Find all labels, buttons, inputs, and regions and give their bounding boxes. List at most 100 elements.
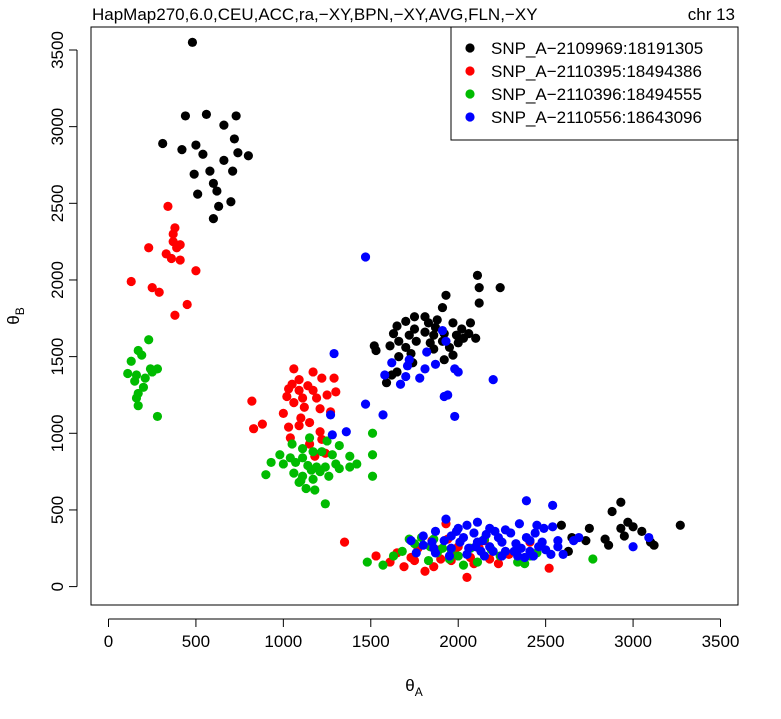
- data-point-series-1: [231, 111, 241, 121]
- data-point-series-4: [430, 548, 441, 558]
- data-point-series-1: [474, 283, 484, 293]
- data-point-series-1: [189, 169, 199, 179]
- data-point-series-3: [378, 560, 388, 570]
- data-point-series-3: [140, 373, 150, 383]
- data-point-series-3: [290, 457, 301, 468]
- data-point-series-2: [163, 201, 173, 211]
- data-point-series-1: [401, 342, 411, 353]
- data-point-series-1: [187, 37, 198, 47]
- data-point-series-1: [429, 330, 439, 340]
- legend-marker: [465, 43, 475, 53]
- data-point-series-3: [131, 393, 142, 403]
- data-point-series-3: [289, 468, 299, 478]
- data-point-series-3: [266, 457, 276, 468]
- x-axis-label-symbol: θ: [405, 676, 414, 695]
- data-point-series-2: [331, 387, 341, 397]
- data-point-series-1: [212, 186, 222, 196]
- data-point-series-2: [294, 385, 304, 395]
- data-point-series-3: [322, 436, 332, 446]
- data-point-series-2: [144, 243, 154, 253]
- data-point-series-3: [130, 376, 140, 386]
- y-tick-label: 1500: [48, 338, 67, 376]
- data-point-series-1: [623, 517, 633, 527]
- data-point-series-1: [409, 312, 420, 322]
- data-point-series-4: [422, 347, 432, 357]
- data-point-series-3: [315, 467, 325, 477]
- x-axis-label: θA: [405, 676, 422, 699]
- data-point-series-3: [362, 557, 372, 567]
- data-point-series-2: [311, 393, 322, 403]
- legend-entry: SNP_A−2109969:18191305: [491, 39, 703, 58]
- data-point-series-3: [437, 543, 448, 553]
- data-point-series-3: [397, 546, 407, 556]
- data-point-series-2: [429, 562, 439, 572]
- data-point-series-3: [294, 477, 304, 487]
- data-point-series-2: [296, 413, 306, 423]
- data-point-series-4: [497, 537, 507, 547]
- y-tick-label: 2000: [48, 261, 67, 299]
- data-point-series-4: [395, 379, 406, 389]
- data-point-series-3: [472, 557, 483, 567]
- data-point-series-3: [334, 463, 344, 474]
- legend-marker: [465, 89, 475, 99]
- data-point-series-3: [133, 401, 143, 411]
- data-point-series-4: [441, 336, 451, 346]
- data-point-series-1: [457, 324, 467, 334]
- data-point-series-4: [525, 536, 535, 546]
- data-point-series-3: [144, 335, 154, 345]
- data-point-series-1: [637, 526, 647, 537]
- data-point-series-1: [243, 151, 253, 161]
- data-point-series-3: [308, 474, 318, 484]
- y-axis: 0 500 1000 1500 2000 2500 3000 3500: [48, 31, 78, 591]
- data-point-series-2: [399, 562, 409, 572]
- data-point-series-1: [208, 178, 219, 188]
- data-point-series-3: [458, 560, 469, 570]
- data-point-series-1: [411, 336, 421, 346]
- data-point-series-1: [385, 341, 395, 351]
- y-tick-label: 2500: [48, 184, 67, 222]
- data-point-series-4: [450, 411, 460, 422]
- data-point-series-3: [152, 411, 163, 422]
- data-point-series-4: [469, 528, 479, 538]
- data-point-series-4: [509, 546, 519, 556]
- data-point-series-1: [392, 321, 402, 331]
- data-point-series-4: [628, 542, 638, 552]
- data-point-series-3: [453, 551, 463, 561]
- data-point-series-1: [193, 189, 203, 199]
- data-point-series-3: [352, 459, 362, 469]
- data-point-series-1: [649, 540, 659, 550]
- data-point-series-1: [604, 540, 614, 550]
- data-point-series-3: [138, 382, 149, 392]
- data-point-series-2: [371, 551, 381, 561]
- data-point-series-1: [472, 270, 483, 280]
- data-point-series-1: [423, 318, 434, 328]
- data-point-series-2: [154, 287, 164, 297]
- data-point-series-3: [320, 499, 330, 509]
- data-point-series-4: [444, 551, 455, 561]
- data-point-series-4: [446, 543, 456, 553]
- x-tick-label: 3500: [702, 632, 740, 651]
- data-point-series-2: [191, 266, 201, 276]
- y-tick-label: 0: [48, 582, 67, 591]
- data-point-series-4: [506, 528, 516, 538]
- data-point-series-4: [437, 325, 448, 336]
- data-point-series-4: [478, 536, 488, 546]
- data-point-series-1: [619, 531, 629, 541]
- data-point-series-1: [404, 330, 414, 340]
- data-point-series-4: [553, 542, 563, 552]
- data-point-series-3: [304, 433, 315, 443]
- data-point-series-1: [214, 201, 224, 211]
- y-tick-label: 3000: [48, 108, 67, 146]
- data-point-series-2: [493, 559, 504, 569]
- y-axis-label: θB: [4, 307, 27, 324]
- data-point-series-4: [548, 500, 558, 510]
- data-point-series-1: [474, 298, 484, 308]
- data-point-series-4: [360, 252, 371, 262]
- data-point-series-4: [430, 359, 441, 369]
- data-point-series-1: [430, 322, 441, 333]
- data-point-series-2: [322, 390, 332, 400]
- x-tick-label: 2500: [527, 632, 565, 651]
- data-point-series-4: [420, 364, 430, 374]
- data-point-series-1: [205, 166, 215, 176]
